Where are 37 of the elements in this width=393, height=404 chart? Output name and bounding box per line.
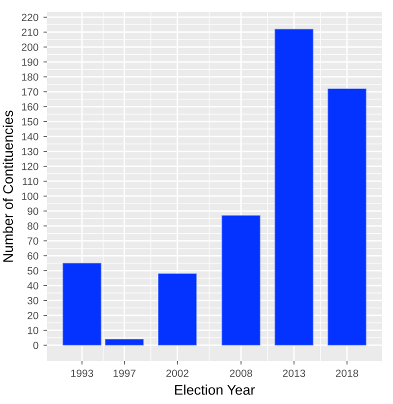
y-tick-label: 160 [22,103,38,111]
y-tick-label: 70 [28,237,38,245]
y-axis-title: Number of Contituencies [2,110,13,262]
x-tick-label: 2013 [282,370,306,377]
x-tick-label: 2002 [166,370,188,377]
y-tick-label: 220 [22,14,38,22]
y-tick-label: 100 [22,192,38,200]
x-tick-label: 1997 [114,370,136,377]
y-tick-label: 90 [28,208,38,215]
y-tick-label: 20 [28,312,38,320]
y-tick-label: 150 [22,118,38,126]
x-tick-label: 1993 [71,370,94,377]
bar [62,262,102,346]
y-tick-label: 30 [27,296,38,304]
x-tick-label: 2008 [230,370,252,377]
y-tick-label: 110 [22,178,38,186]
y-tick-label: 130 [22,148,38,156]
y-tick-label: 10 [28,326,38,334]
y-tick-label: 140 [22,132,38,140]
y-tick-label: 170 [22,88,38,96]
y-tick-label: 50 [28,267,38,275]
x-tick-label: 2018 [336,370,358,377]
bar [274,28,314,346]
bar [158,273,197,346]
y-tick-label: 40 [27,282,38,290]
y-tick-label: 200 [22,44,38,51]
bar [328,88,366,346]
y-tick-label: 120 [22,162,38,170]
bar [105,338,144,346]
bar [222,215,260,346]
x-axis-title: Election Year [175,384,255,395]
y-tick-label: 190 [22,58,38,66]
y-tick-label: 80 [28,222,38,230]
y-tick-label: 210 [22,28,38,36]
y-tick-label: 60 [28,252,38,260]
y-tick-label: 180 [22,73,38,81]
y-tick-label: 0 [33,342,38,350]
